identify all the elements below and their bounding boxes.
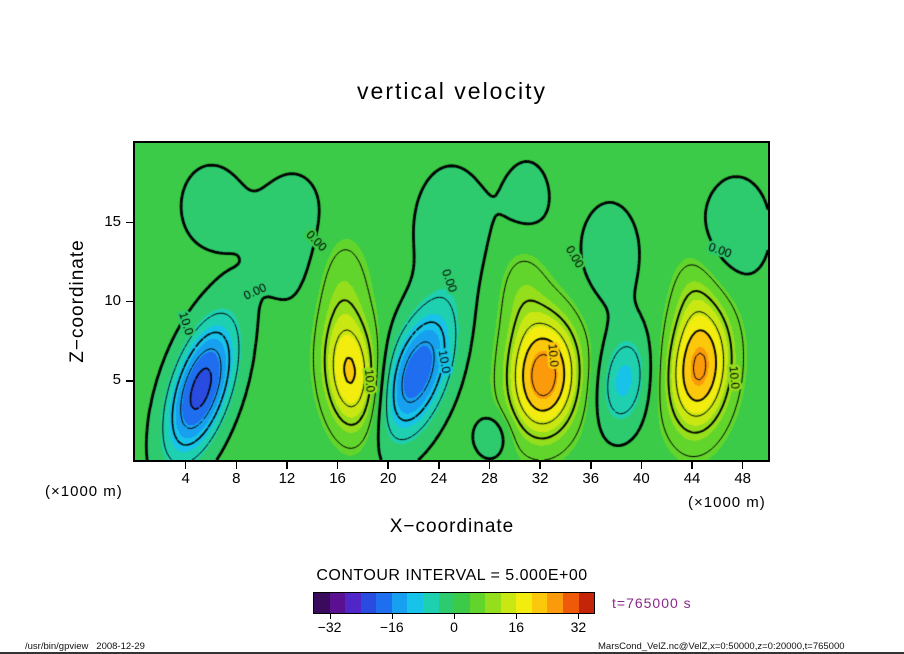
x-tick-label: 8 [232, 470, 241, 487]
x-tick-label: 32 [531, 470, 549, 487]
bottom-divider [0, 652, 904, 654]
footer-dataset: MarsCond_VelZ.nc@VelZ,x=0:50000,z=0:2000… [598, 641, 845, 652]
x-axis-label: X−coordinate [389, 516, 515, 537]
y-axis-unit: (×1000 m) [45, 483, 123, 500]
y-tick-mark [126, 300, 133, 303]
colorbar-segment [531, 593, 548, 613]
x-tick-label: 44 [683, 470, 701, 487]
colorbar-tick-mark [454, 614, 455, 619]
colorbar-tick-mark [391, 614, 393, 619]
x-tick-label: 48 [734, 470, 752, 487]
x-tick-mark [640, 462, 643, 469]
colorbar-tick-label: 16 [508, 619, 525, 635]
colorbar-segment [516, 593, 532, 613]
x-tick-label: 20 [379, 470, 397, 487]
x-tick-mark [741, 462, 744, 469]
x-tick-mark [590, 462, 592, 469]
colorbar-segment [563, 593, 579, 613]
colorbar-segment [578, 593, 595, 613]
colorbar-segment [329, 593, 346, 613]
colorbar-tick-label: −32 [317, 619, 342, 635]
colorbar-segment [438, 593, 455, 613]
x-tick-mark [235, 462, 238, 469]
contour-interval-label: CONTOUR INTERVAL = 5.000E+00 [316, 567, 588, 584]
x-tick-label: 4 [181, 470, 190, 487]
colorbar-tick-label: 32 [570, 619, 587, 635]
colorbar-segment [345, 593, 361, 613]
colorbar-tick-mark [329, 614, 331, 619]
colorbar-segment [391, 593, 408, 613]
x-tick-mark [336, 462, 339, 469]
time-label: t=765000 s [612, 595, 692, 611]
x-tick-label: 12 [278, 470, 296, 487]
colorbar-segment [485, 593, 501, 613]
colorbar-segment [360, 593, 377, 613]
x-tick-mark [438, 462, 440, 469]
x-tick-mark [184, 462, 187, 469]
colorbar-tick-mark [516, 614, 518, 619]
colorbar-segment [407, 593, 423, 613]
x-tick-mark [387, 462, 389, 469]
x-tick-mark [488, 462, 491, 469]
colorbar-tick-label: 0 [450, 619, 458, 635]
x-tick-label: 40 [633, 470, 650, 487]
y-tick-label: 15 [104, 212, 121, 230]
footer-command: /usr/bin/gpview 2008-12-29 [25, 641, 145, 652]
x-tick-mark [691, 462, 693, 469]
y-tick-label: 10 [104, 292, 121, 309]
colorbar-tick-mark [578, 614, 580, 619]
colorbar-segment [469, 593, 486, 613]
colorbar-tick-label: −16 [379, 619, 404, 635]
x-axis-unit: (×1000 m) [688, 494, 766, 511]
colorbar-segment [314, 593, 330, 613]
plot-area [133, 141, 770, 462]
colorbar-segment [376, 593, 392, 613]
colorbar-segment [454, 593, 470, 613]
y-tick-mark [126, 380, 133, 382]
x-tick-mark [286, 462, 288, 469]
colorbar-segment [547, 593, 563, 613]
y-tick-label: 5 [112, 371, 121, 389]
colorbar [313, 592, 595, 614]
y-tick-mark [126, 221, 133, 223]
x-tick-label: 24 [430, 470, 448, 487]
plot-title: vertical velocity [357, 78, 547, 104]
contour-plot-canvas [135, 143, 768, 460]
x-tick-label: 36 [582, 470, 600, 487]
x-tick-mark [539, 462, 541, 469]
colorbar-segment [422, 593, 439, 613]
x-tick-label: 16 [329, 470, 346, 487]
colorbar-segment [500, 593, 517, 613]
x-tick-label: 28 [481, 470, 498, 487]
